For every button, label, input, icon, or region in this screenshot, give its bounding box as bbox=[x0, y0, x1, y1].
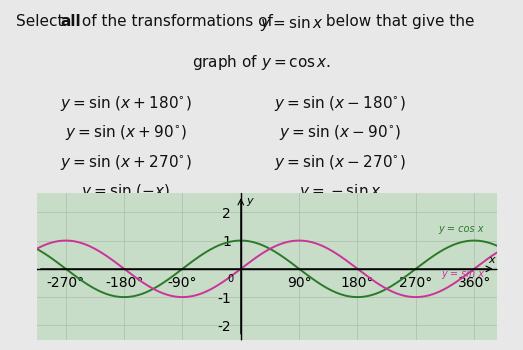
Text: below that give the: below that give the bbox=[321, 14, 474, 29]
Text: y = sin x: y = sin x bbox=[441, 268, 484, 279]
Text: 0: 0 bbox=[227, 274, 233, 284]
Text: of the transformations of: of the transformations of bbox=[77, 14, 278, 29]
Text: all: all bbox=[60, 14, 81, 29]
Text: $y = -\sin x$: $y = -\sin x$ bbox=[299, 182, 381, 201]
Text: y = cos x: y = cos x bbox=[438, 224, 484, 234]
Text: x: x bbox=[488, 256, 495, 265]
Text: Select: Select bbox=[16, 14, 68, 29]
Text: y: y bbox=[246, 196, 253, 206]
Text: $y = \sin\,(x + 270^{\circ})$: $y = \sin\,(x + 270^{\circ})$ bbox=[60, 153, 191, 172]
Text: $y = \sin\,(x + 180^{\circ})$: $y = \sin\,(x + 180^{\circ})$ bbox=[60, 94, 191, 113]
Text: $y = \sin\,(-x)$: $y = \sin\,(-x)$ bbox=[81, 182, 170, 201]
Text: $y = \sin\,(x - 270^{\circ})$: $y = \sin\,(x - 270^{\circ})$ bbox=[274, 153, 406, 172]
Text: $y = \sin\,(x + 90^{\circ})$: $y = \sin\,(x + 90^{\circ})$ bbox=[64, 124, 187, 142]
Text: $y = \sin x$: $y = \sin x$ bbox=[260, 14, 324, 33]
Text: $y = \sin\,(x - 90^{\circ})$: $y = \sin\,(x - 90^{\circ})$ bbox=[279, 124, 401, 142]
Text: $y = \sin\,(x - 180^{\circ})$: $y = \sin\,(x - 180^{\circ})$ bbox=[274, 94, 406, 113]
Text: graph of $y = \cos x.$: graph of $y = \cos x.$ bbox=[192, 53, 331, 72]
